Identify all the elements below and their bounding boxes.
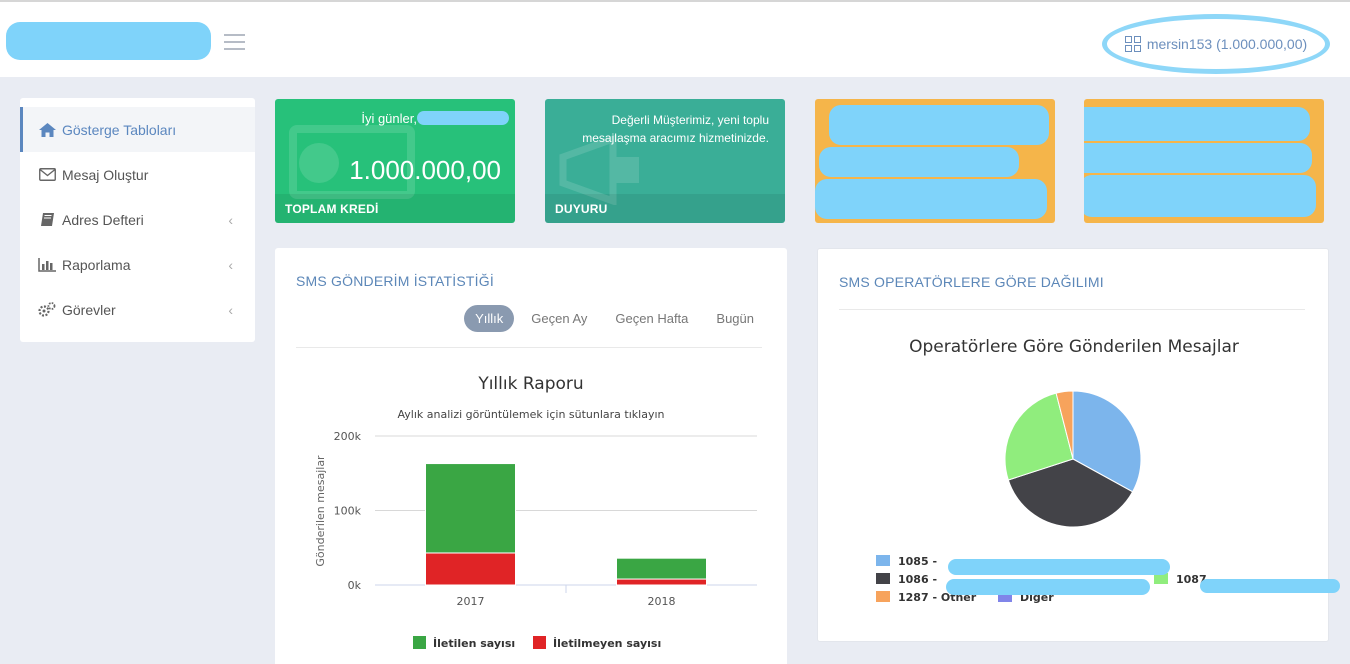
chevron-left-icon: ‹ xyxy=(228,211,233,228)
panel-title: SMS GÖNDERİM İSTATİSTİĞİ xyxy=(296,273,494,289)
pie-slice[interactable] xyxy=(1004,392,1074,481)
legend-redacted-3 xyxy=(1200,579,1340,593)
info-card-redacted-2 xyxy=(1084,99,1324,223)
sidebar: Gösterge Tabloları Mesaj Oluştur Adres D… xyxy=(20,98,255,342)
announcement-line-1: Değerli Müşterimiz, yeni toplu xyxy=(611,113,769,127)
menu-toggle-icon[interactable] xyxy=(224,34,245,50)
y-tick-label: 100k xyxy=(334,505,362,518)
tab-yearly[interactable]: Yıllık xyxy=(464,305,515,332)
sidebar-item-tasks[interactable]: Görevler ‹ xyxy=(20,287,255,332)
legend-swatch xyxy=(998,591,1012,602)
chevron-left-icon: ‹ xyxy=(228,301,233,318)
sidebar-item-dashboard[interactable]: Gösterge Tabloları xyxy=(20,107,255,152)
brand-logo-redacted xyxy=(6,22,211,60)
sidebar-item-create-message[interactable]: Mesaj Oluştur xyxy=(20,152,255,197)
legend-item[interactable]: 1087 xyxy=(1176,573,1207,586)
legend-swatch xyxy=(1154,573,1168,584)
credit-value: 1.000.000,00 xyxy=(349,155,501,185)
x-tick-label: 2017 xyxy=(457,595,485,608)
yearly-bar-chart: Yıllık Raporu Aylık analizi görüntülemek… xyxy=(314,374,757,650)
pie-slice[interactable] xyxy=(1007,458,1134,528)
bullhorn-watermark-icon xyxy=(559,135,639,205)
sidebar-item-label: Adres Defteri xyxy=(62,211,144,228)
money-watermark-icon xyxy=(289,125,415,199)
y-tick-label: 0k xyxy=(348,579,362,592)
bar-segment[interactable] xyxy=(425,463,516,554)
legend-swatch xyxy=(413,636,426,649)
legend-swatch xyxy=(876,573,890,584)
envelope-icon xyxy=(38,167,56,183)
legend-item[interactable]: 1086 - xyxy=(898,573,937,586)
announcement-card[interactable]: Değerli Müşterimiz, yeni toplu mesajlaşm… xyxy=(545,99,785,223)
legend-item[interactable]: İletilmeyen sayısı xyxy=(553,636,661,650)
tab-last-month[interactable]: Geçen Ay xyxy=(531,311,588,326)
legend-swatch xyxy=(533,636,546,649)
period-tabs: Yıllık Geçen Ay Geçen Hafta Bugün xyxy=(464,305,765,332)
operator-pie-chart: Operatörlere Göre Gönderilen Mesajlar 10… xyxy=(876,337,1239,604)
top-bar: mersin153 (1.000.000,00) xyxy=(0,0,1350,77)
sidebar-item-label: Gösterge Tabloları xyxy=(62,121,177,138)
grid-icon xyxy=(1124,36,1141,52)
y-axis-label: Gönderilen mesajlar xyxy=(314,455,327,567)
bar-segment[interactable] xyxy=(616,557,707,580)
sidebar-item-reports[interactable]: Raporlama ‹ xyxy=(20,242,255,287)
tab-last-week[interactable]: Geçen Hafta xyxy=(615,311,689,326)
user-area: mersin153 (1.000.000,00) xyxy=(1102,14,1330,74)
home-icon xyxy=(38,122,56,138)
credit-card: İyi günler, 1.000.000,00 TOPLAM KREDİ xyxy=(275,99,515,223)
bar-segment[interactable] xyxy=(425,552,516,586)
tab-today[interactable]: Bugün xyxy=(716,311,754,326)
book-icon xyxy=(38,212,56,228)
sidebar-item-label: Mesaj Oluştur xyxy=(62,166,149,183)
info-card-redacted-1 xyxy=(815,99,1055,223)
bar-segment[interactable] xyxy=(616,578,707,586)
chart-title: Yıllık Raporu xyxy=(477,374,583,394)
legend-swatch xyxy=(876,591,890,602)
cogs-icon xyxy=(38,301,56,318)
sms-stats-panel: SMS GÖNDERİM İSTATİSTİĞİ Yıllık Geçen Ay… xyxy=(275,248,787,664)
sidebar-item-address-book[interactable]: Adres Defteri ‹ xyxy=(20,197,255,242)
legend-item[interactable]: İletilen sayısı xyxy=(433,636,515,650)
credit-label: TOPLAM KREDİ xyxy=(275,194,515,223)
announcement-label: DUYURU xyxy=(545,194,785,223)
legend-item[interactable]: 1085 - xyxy=(898,555,937,568)
chart-subtitle: Aylık analizi görüntülemek için sütunlar… xyxy=(397,408,664,421)
user-label: mersin153 (1.000.000,00) xyxy=(1146,36,1308,52)
sidebar-item-label: Raporlama xyxy=(62,256,131,273)
y-tick-label: 200k xyxy=(334,430,362,443)
pie-slice[interactable] xyxy=(1055,390,1074,460)
announcement-line-2: mesajlaşma aracımız hizmetinizde. xyxy=(582,131,769,145)
chevron-left-icon: ‹ xyxy=(228,256,233,273)
username-redacted xyxy=(417,111,509,125)
legend-swatch xyxy=(876,555,890,566)
legend-redacted-2 xyxy=(946,579,1150,595)
greeting-text: İyi günler, xyxy=(361,111,417,126)
pie-slice[interactable] xyxy=(1072,390,1142,493)
operator-panel: SMS OPERATÖRLERE GÖRE DAĞILIMI Operatörl… xyxy=(817,248,1340,642)
legend-redacted-1 xyxy=(948,559,1170,575)
x-tick-label: 2018 xyxy=(648,595,676,608)
user-menu-link[interactable]: mersin153 (1.000.000,00) xyxy=(1124,36,1308,52)
sidebar-item-label: Görevler xyxy=(62,301,116,318)
bar-chart-icon xyxy=(38,257,56,273)
pie-chart-title: Operatörlere Göre Gönderilen Mesajlar xyxy=(909,337,1239,357)
panel-title: SMS OPERATÖRLERE GÖRE DAĞILIMI xyxy=(839,274,1104,290)
